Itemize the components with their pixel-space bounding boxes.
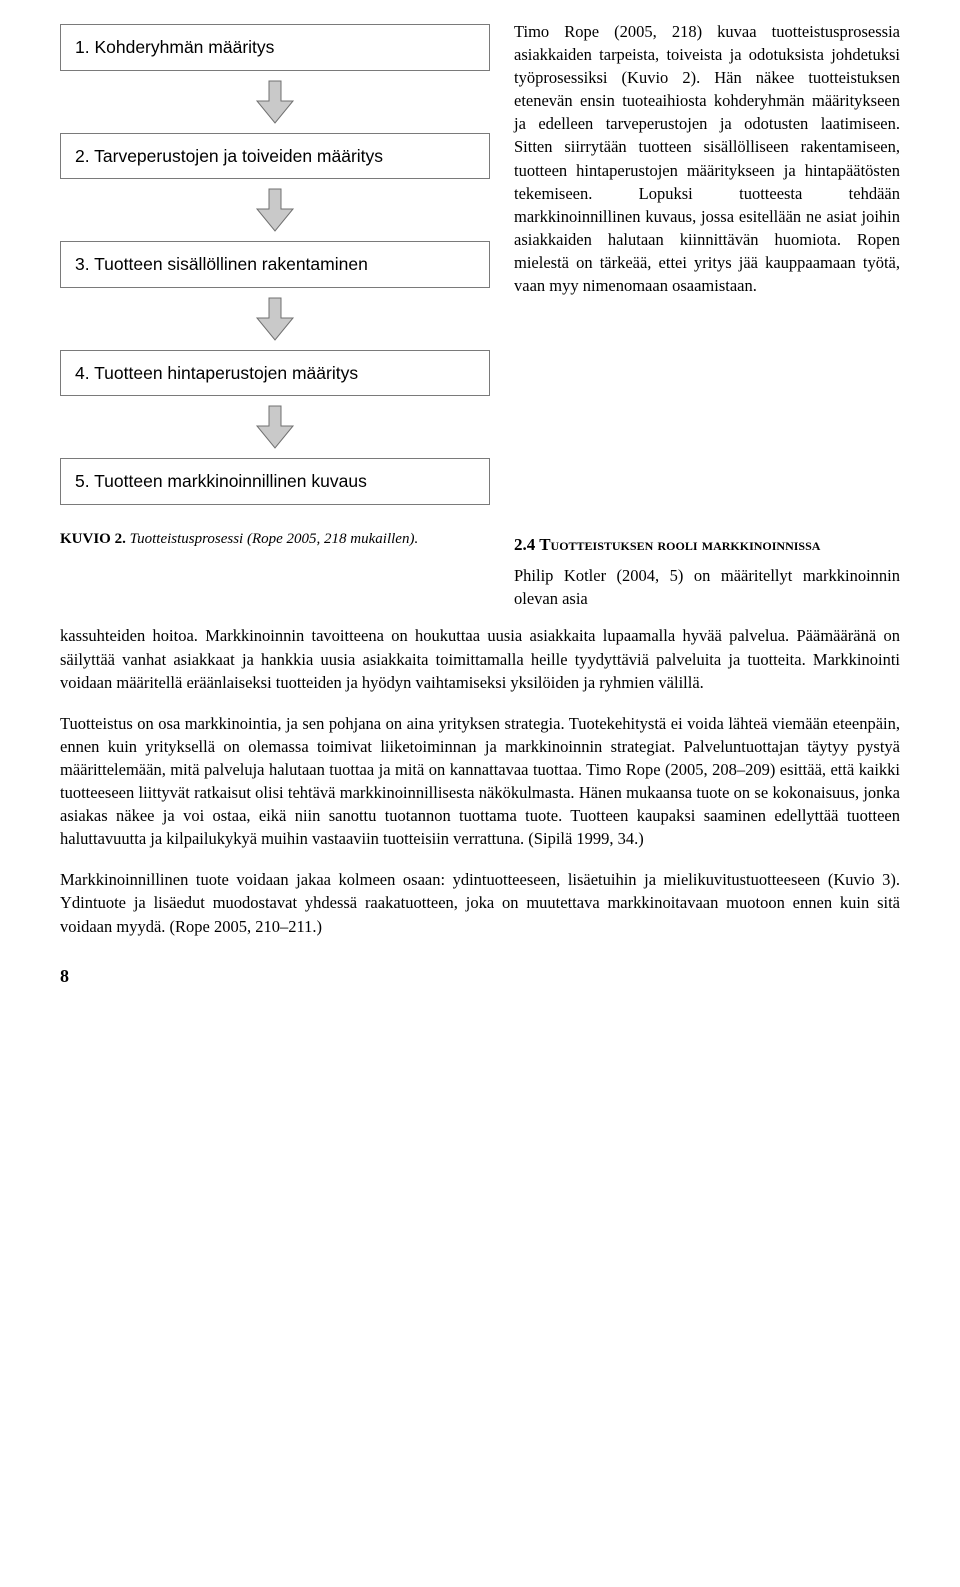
flow-arrow [251,296,299,342]
middle-section: KUVIO 2. Tuotteistusprosessi (Rope 2005,… [60,529,900,611]
flowchart-container: 1. Kohderyhmän määritys 2. Tarveperustoj… [60,20,490,505]
arrow-down-icon [251,296,299,342]
section-heading: 2.4 Tuotteistuksen rooli markkinoinnissa [514,533,900,557]
right-paragraph: Timo Rope (2005, 218) kuvaa tuotteistusp… [514,20,900,505]
flow-step-4: 4. Tuotteen hintaperustojen määritys [60,350,490,397]
body-paragraph-1: kassuhteiden hoitoa. Markkinoinnin tavoi… [60,624,900,693]
caption-text: Tuotteistusprosessi (Rope 2005, 218 muka… [130,531,419,547]
figure-caption: KUVIO 2. Tuotteistusprosessi (Rope 2005,… [60,529,490,550]
flow-arrow [251,404,299,450]
flow-step-2: 2. Tarveperustojen ja toiveiden määritys [60,133,490,180]
figure-caption-block: KUVIO 2. Tuotteistusprosessi (Rope 2005,… [60,529,490,611]
flow-arrow [251,79,299,125]
top-section: 1. Kohderyhmän määritys 2. Tarveperustoj… [60,20,900,505]
flow-arrow [251,187,299,233]
flow-step-5: 5. Tuotteen markkinoinnillinen kuvaus [60,458,490,505]
section-intro: Philip Kotler (2004, 5) on määritellyt m… [514,564,900,610]
arrow-down-icon [251,187,299,233]
caption-label: KUVIO 2. [60,531,126,547]
flow-step-1: 1. Kohderyhmän määritys [60,24,490,71]
body-paragraph-2: Tuotteistus on osa markkinointia, ja sen… [60,712,900,851]
page-number: 8 [60,964,900,989]
arrow-down-icon [251,79,299,125]
arrow-down-icon [251,404,299,450]
section-2-4: 2.4 Tuotteistuksen rooli markkinoinnissa… [514,533,900,611]
body-paragraph-3: Markkinoinnillinen tuote voidaan jakaa k… [60,868,900,937]
flow-step-3: 3. Tuotteen sisällöllinen rakentaminen [60,241,490,288]
